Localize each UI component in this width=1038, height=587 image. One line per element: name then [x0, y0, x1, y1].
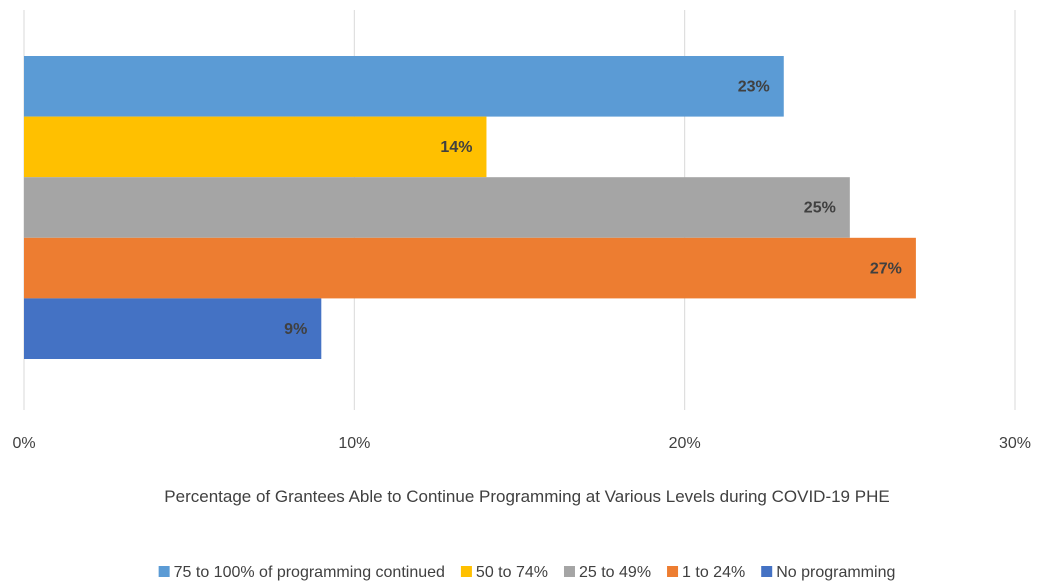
x-tick-label: 20%	[669, 435, 701, 452]
bar	[24, 237, 916, 299]
legend-swatch	[667, 566, 679, 577]
legend-label: 25 to 49%	[579, 564, 651, 581]
legend-swatch	[158, 566, 170, 577]
bar	[24, 56, 784, 117]
bar	[24, 116, 487, 178]
legend-label: 75 to 100% of programming continued	[174, 564, 445, 581]
data-label: 23%	[738, 79, 770, 96]
bar	[24, 298, 322, 359]
x-tick-label: 0%	[12, 435, 35, 452]
x-tick-label: 10%	[338, 435, 370, 452]
legend-label: 50 to 74%	[476, 564, 548, 581]
bar	[24, 177, 850, 238]
data-label: 27%	[870, 260, 902, 277]
legend-swatch	[761, 566, 773, 577]
x-tick-label: 30%	[999, 435, 1031, 452]
legend-label: No programming	[776, 564, 895, 581]
data-label: 25%	[804, 200, 836, 217]
data-label: 9%	[284, 321, 307, 338]
legend-swatch	[563, 566, 575, 577]
legend-label: 1 to 24%	[682, 564, 745, 581]
legend-swatch	[460, 566, 472, 577]
data-label: 14%	[440, 139, 472, 156]
x-axis-label: Percentage of Grantees Able to Continue …	[164, 487, 890, 506]
